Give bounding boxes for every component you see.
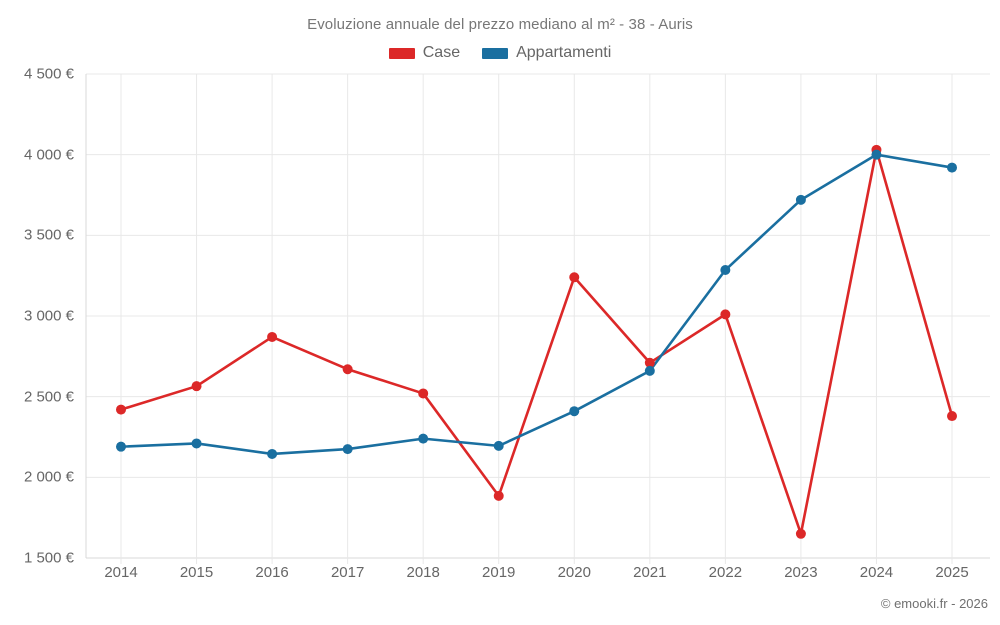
y-axis-tick-label: 3 000 €	[23, 307, 74, 325]
x-axis-tick-label: 2015	[179, 564, 214, 581]
data-point[interactable]	[418, 433, 429, 444]
data-point[interactable]	[871, 149, 882, 160]
y-axis-tick-label: 4 500 €	[23, 65, 74, 83]
data-point[interactable]	[795, 194, 806, 205]
y-axis-tick-label: 3 500 €	[23, 226, 74, 244]
data-point[interactable]	[569, 406, 580, 417]
x-axis-tick-label: 2016	[255, 564, 289, 581]
x-axis-tick-label: 2020	[557, 564, 591, 581]
data-point[interactable]	[267, 448, 278, 459]
data-point[interactable]	[644, 357, 655, 368]
data-point[interactable]	[795, 528, 806, 539]
series-line-case	[119, 148, 954, 536]
data-point[interactable]	[116, 441, 126, 452]
chart-legend: Case Appartamenti	[0, 44, 1000, 62]
x-axis-tick-label: 2024	[859, 564, 894, 581]
data-point[interactable]	[947, 162, 957, 173]
legend-item-label: Appartamenti	[516, 44, 612, 61]
y-axis-tick-label: 1 500 €	[23, 549, 74, 567]
data-point[interactable]	[720, 309, 731, 320]
x-axis-tick-label: 2018	[406, 564, 440, 581]
y-axis-labels: 4 500 € 4 000 € 3 500 € 3 000 € 2 500 € 2 000…	[0, 0, 86, 625]
data-point[interactable]	[116, 404, 126, 415]
data-point[interactable]	[569, 272, 580, 283]
x-axis-tick-label: 2021	[633, 564, 667, 581]
y-axis-tick-label: 2 000 €	[23, 468, 74, 486]
data-point[interactable]	[418, 388, 429, 399]
chart-title: Evoluzione annuale del prezzo mediano al…	[307, 16, 693, 33]
data-point[interactable]	[191, 381, 202, 392]
grid-lines	[85, 73, 990, 564]
data-point[interactable]	[267, 331, 278, 342]
data-point[interactable]	[191, 438, 202, 449]
data-point[interactable]	[644, 365, 655, 376]
x-axis-tick-label: 2025	[935, 564, 969, 581]
copyright-credit: © emooki.fr - 2026	[880, 596, 988, 611]
series-line-appartamenti	[119, 153, 954, 456]
legend-item-label: Case	[422, 44, 461, 61]
x-axis-labels: 2014 2015 2016 2017 2018 2019 2020 2021 2022 2023…	[0, 564, 1000, 588]
y-axis-tick-label: 4 000 €	[23, 146, 74, 164]
data-point[interactable]	[342, 444, 353, 455]
legend-color-swatch	[388, 47, 415, 59]
legend-item-appartamenti[interactable]: Appartamenti	[482, 44, 611, 62]
data-point[interactable]	[342, 364, 353, 375]
x-axis-tick-label: 2014	[104, 564, 138, 581]
x-axis-tick-label: 2017	[330, 564, 365, 581]
data-point[interactable]	[720, 265, 731, 276]
series-lines	[119, 148, 954, 536]
x-axis-tick-label: 2022	[708, 564, 743, 581]
data-point[interactable]	[947, 411, 957, 422]
legend-color-swatch	[482, 47, 509, 59]
series-markers	[116, 144, 957, 539]
x-axis-tick-label: 2023	[784, 564, 818, 581]
data-point[interactable]	[493, 440, 504, 451]
y-axis-tick-label: 2 500 €	[23, 388, 74, 406]
legend-item-case[interactable]: Case	[388, 44, 461, 62]
data-point[interactable]	[493, 490, 504, 501]
x-axis-tick-label: 2019	[482, 564, 516, 581]
